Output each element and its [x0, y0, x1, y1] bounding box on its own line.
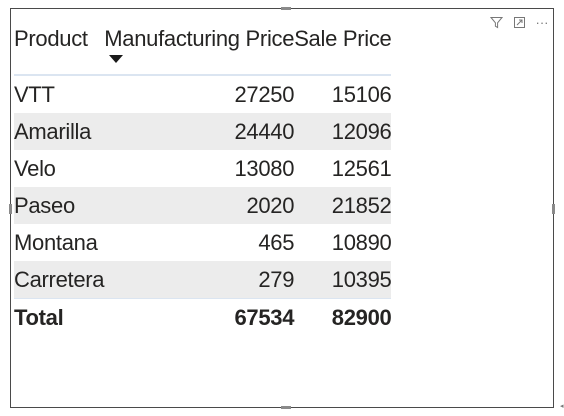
- cell-sale-price: 12561: [331, 155, 392, 181]
- header-row: Product Manufacturing Price Sale Price: [14, 19, 392, 76]
- filter-icon[interactable]: [489, 15, 503, 29]
- table-row: Amarilla 24440 12096: [14, 113, 392, 150]
- cell-product: VTT: [14, 81, 55, 107]
- cell-sale-price: 21852: [294, 187, 392, 224]
- column-header-label: Manufacturing Price: [104, 26, 295, 51]
- column-header-product[interactable]: Product: [14, 19, 105, 76]
- table-row: Velo 13080 12561: [14, 150, 392, 187]
- total-manufacturing-price: 67534: [104, 298, 294, 337]
- total-row: Total 67534 82900: [14, 298, 392, 337]
- sort-descending-icon: [109, 55, 124, 63]
- cell-product: Paseo: [14, 187, 105, 224]
- cell-sale-price: 10890: [331, 229, 392, 255]
- cell-product: Amarilla: [14, 113, 105, 150]
- cell-manufacturing-price: 27250: [234, 81, 295, 107]
- cell-manufacturing-price: 2020: [104, 187, 294, 224]
- more-options-icon[interactable]: ···: [535, 14, 549, 30]
- table-row: VTT 27250 15106: [14, 75, 392, 113]
- cell-manufacturing-price: 279: [104, 261, 294, 299]
- total-label: Total: [14, 298, 105, 337]
- focus-mode-icon[interactable]: [512, 15, 526, 29]
- cell-sale-price: 15106: [331, 81, 392, 107]
- cell-sale-price: 12096: [294, 113, 392, 150]
- total-sale-price: 82900: [294, 298, 392, 337]
- table-row: Montana 465 10890: [14, 224, 392, 261]
- resize-handle-bottom[interactable]: [281, 406, 291, 409]
- resize-handle-top[interactable]: [281, 7, 291, 10]
- cell-product: Montana: [14, 229, 98, 255]
- column-header-sale-price[interactable]: Sale Price: [294, 19, 392, 76]
- table-row: Carretera 279 10395: [14, 261, 392, 299]
- resize-handle-left[interactable]: [9, 204, 12, 214]
- cell-product: Carretera: [14, 261, 105, 299]
- cell-product: Velo: [14, 155, 56, 181]
- column-header-manufacturing-price[interactable]: Manufacturing Price: [104, 19, 295, 76]
- cell-sale-price: 10395: [294, 261, 392, 299]
- cell-manufacturing-price: 465: [258, 229, 295, 255]
- table-row: Paseo 2020 21852: [14, 187, 392, 224]
- cell-manufacturing-price: 13080: [234, 155, 295, 181]
- resize-handle-right[interactable]: [552, 204, 555, 214]
- matrix-table: Product Manufacturing Price Sale Price V…: [14, 19, 392, 337]
- cell-manufacturing-price: 24440: [104, 113, 294, 150]
- table-visual[interactable]: ··· Product Manufacturing Price Sale Pri…: [9, 7, 555, 409]
- visual-header-toolbar: ···: [489, 14, 549, 30]
- resize-corner-icon[interactable]: ◂: [560, 403, 564, 410]
